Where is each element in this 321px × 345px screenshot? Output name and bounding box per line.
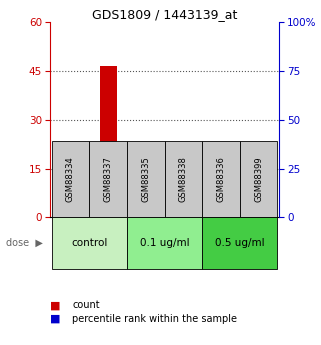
Bar	[164, 141, 202, 217]
Text: GSM88399: GSM88399	[254, 157, 263, 202]
Bar	[67, 215, 74, 217]
Bar	[137, 167, 154, 217]
Text: control: control	[71, 238, 108, 248]
Text: percentile rank within the sample: percentile rank within the sample	[72, 314, 237, 324]
Bar	[218, 208, 224, 217]
Bar	[202, 217, 277, 269]
Text: ■: ■	[50, 314, 60, 324]
Text: count: count	[72, 300, 100, 310]
Text: 0.5 ug/ml: 0.5 ug/ml	[215, 238, 265, 248]
Bar	[202, 141, 240, 217]
Text: 0.1 ug/ml: 0.1 ug/ml	[140, 238, 189, 248]
Text: dose  ▶: dose ▶	[6, 238, 43, 248]
Bar	[62, 183, 79, 217]
Bar	[180, 214, 187, 217]
Text: GSM88334: GSM88334	[66, 157, 75, 202]
Bar	[175, 177, 192, 217]
Bar	[127, 141, 164, 217]
Bar	[52, 141, 89, 217]
Text: ■: ■	[50, 300, 60, 310]
Text: GSM88337: GSM88337	[104, 157, 113, 202]
Bar	[255, 196, 262, 217]
Bar	[240, 141, 277, 217]
Text: GSM88335: GSM88335	[141, 157, 150, 202]
Bar	[105, 184, 111, 217]
Bar	[52, 217, 127, 269]
Bar	[250, 159, 267, 217]
Bar	[100, 66, 117, 217]
Bar	[213, 169, 230, 217]
Text: GSM88336: GSM88336	[216, 157, 225, 202]
Text: GSM88338: GSM88338	[179, 157, 188, 202]
Bar	[89, 141, 127, 217]
Bar	[142, 207, 149, 217]
Title: GDS1809 / 1443139_at: GDS1809 / 1443139_at	[92, 8, 237, 21]
Bar	[127, 217, 202, 269]
